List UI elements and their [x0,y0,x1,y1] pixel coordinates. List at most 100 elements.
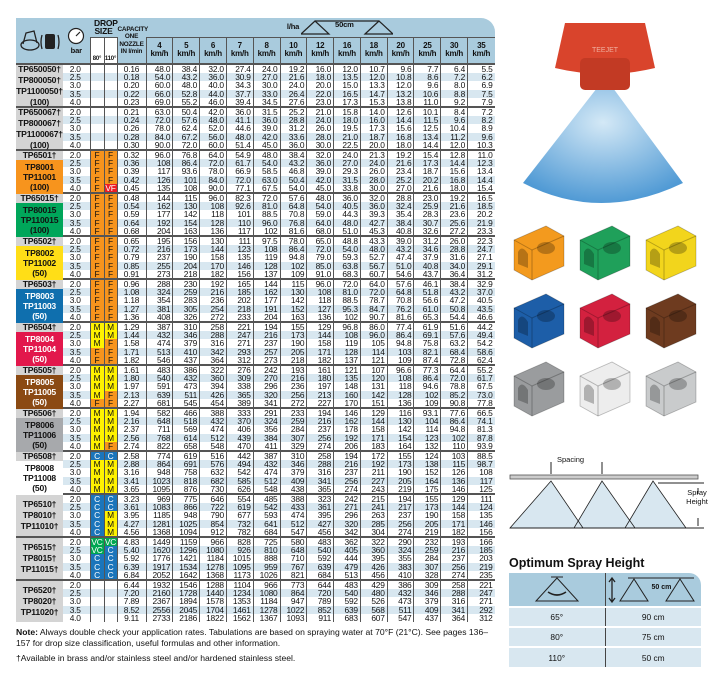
application-rate-cell: 144 [145,191,173,202]
nozzle-brand-mark: TEEJET [592,47,619,54]
table-row: 3.5 M M 3.41 1023 818 682 585 512 409 341 256 227 205… [16,476,495,485]
drop-size-110-cell: F [103,245,118,254]
table-row: 2.5 0.24 72.0 57.6 48.0 41.1 36.0 28.8 24.0 18.0 1… [16,116,495,125]
table-row: 2.5 C C 3.61 1083 866 722 619 542 433 361 271 241 217… [16,503,495,512]
application-rate-cell: 710 [279,554,307,563]
application-rate-cell: 151 [359,399,388,408]
application-rate-cell: 48.8 [333,234,361,245]
table-row: 4.0 F F 2.27 681 545 454 389 341 272 227 170 151 136 1… [16,399,495,408]
application-rate-cell: 164 [413,476,441,485]
drop-size-110-cell: M [103,406,118,417]
application-rate-cell: 2733 [145,614,173,622]
application-rate-cell: 242 [333,492,361,503]
capacity-cell: 0.45 [116,184,147,193]
capacity-cell: 0.20 [116,81,147,90]
application-rate-cell: 732 [225,519,254,528]
application-rate-cell: 219 [386,485,414,494]
application-rate-cell: 548 [252,485,280,494]
nozzle-model-name: TP6508† [16,452,63,461]
application-rate-cell: 591 [145,382,173,391]
application-rate-cell: 288 [199,331,227,340]
application-rate-cell: 512 [252,476,280,485]
speed-value: 35 [477,41,486,51]
application-rate-cell: 177 [145,210,173,219]
pressure-bar-cell: 4.0 [69,397,81,408]
application-rate-cell: 77.4 [386,320,414,331]
application-rate-cell: 11.5 [413,116,441,125]
application-rate-cell: 36.0 [306,159,334,168]
capacity-cell: 2.37 [116,425,147,434]
application-rate-cell: 40.5 [333,202,361,211]
application-rate-cell: 77.8 [467,399,495,408]
speed-unit: km/h [445,49,464,59]
application-rate-cell: 32.6 [413,227,441,236]
application-rate-cell: 485 [252,492,280,503]
application-rate-cell: 725 [252,535,280,546]
nozzle-model-cell: TP6502† TP8002 TP11002 (50) [16,235,63,280]
application-rate-cell: 274 [386,528,414,537]
footer-note: Note: Always double check your applicati… [16,627,496,649]
application-rate-cell: 322 [359,535,388,546]
pressure-bar-cell: 3.5 [63,476,90,485]
application-rate-cell: 56.6 [413,296,441,305]
application-rate-cell: 316 [306,468,334,477]
table-row: TP6501† TP8001 TP11001 (100) 2.0 F F 0.32 96.0 76… [16,148,495,194]
application-rate-cell: 86.4 [279,245,307,254]
application-rate-cell: 47.4 [386,253,414,262]
application-rate-cell: 9.6 [467,132,495,141]
angle-cell: 80° [509,626,606,647]
spacing-header: 50 cm [605,573,701,607]
application-rate-cell: 161 [306,363,334,374]
application-rate-cell: 86.4 [413,374,441,383]
nozzle-model-name: TP8008 [25,463,54,473]
capacity-cell: 0.32 [116,148,147,159]
application-rate-cell: 288 [306,460,334,469]
application-rate-cell: 341 [306,476,334,485]
table-row: TP650050† TP800050† TP1100050† (100) 2.0 0.16… [16,62,495,107]
application-rate-cell: 23.4 [386,167,414,176]
application-rate-cell: 108 [145,159,173,168]
pressure-bar-cell: 3.0 [69,209,81,220]
pressure-bar-cell: 2.5 [63,202,90,211]
drop-size-80-cell: M [89,442,104,451]
application-rate-cell: 2186 [172,614,200,622]
application-rate-cell: 1288 [199,578,227,589]
application-rate-cell: 237 [440,554,468,563]
application-rate-cell: 23.6 [440,210,468,219]
application-rate-cell: 12.0 [440,141,468,150]
application-rate-cell: 691 [172,460,200,469]
application-rate-cell: 221 [225,320,254,331]
application-rate-cell: 13.8 [386,98,414,107]
application-rate-cell: 233 [225,313,254,322]
drop-size-80-cell: F [89,191,104,202]
application-rate-cell: 216 [333,460,361,469]
application-rate-cell: 316 [440,597,468,606]
drop-size-80-cell: C [89,449,104,460]
application-rate-cell: 40.0 [199,81,227,90]
application-rate-cell: 79.0 [306,253,334,262]
speed-header: 4 km/h [145,36,173,64]
application-rate-cell: 2160 [145,589,173,597]
drop-size-80-cell [89,116,104,125]
application-rate-cell: 108 [467,468,495,477]
application-rate-cell: 947 [279,597,307,606]
application-rate-cell: 271 [467,597,495,606]
drop-size-110-cell [103,124,118,133]
application-rate-cell: 19.2 [440,191,468,202]
application-rate-cell: 218 [172,270,200,279]
application-rate-cell: 81.6 [386,313,414,322]
application-rate-cell: 13.3 [359,81,388,90]
table-row: 3.5 F F 0.85 255 204 170 146 128 102 85.0 63.8 56.7 5… [16,261,495,270]
pressure-bar-cell: 3.0 [69,252,81,263]
application-rate-cell: 216 [440,546,468,555]
pressure-bar-cell: 3.0 [69,381,81,392]
application-rate-cell: 8.6 [413,73,441,82]
application-rate-cell: 2045 [172,605,200,614]
table-row: 4.0 M F 2.74 822 658 548 470 411 329 274 206 183 164 1… [16,442,495,451]
speed-value: 20 [396,41,405,51]
drop-size-110-cell: C [103,546,118,555]
capacity-cell: 1.82 [116,356,147,365]
application-rate-cell: 129 [359,406,388,417]
application-rate-cell: 128 [252,261,280,270]
application-rate-cell: 36.0 [252,116,280,125]
